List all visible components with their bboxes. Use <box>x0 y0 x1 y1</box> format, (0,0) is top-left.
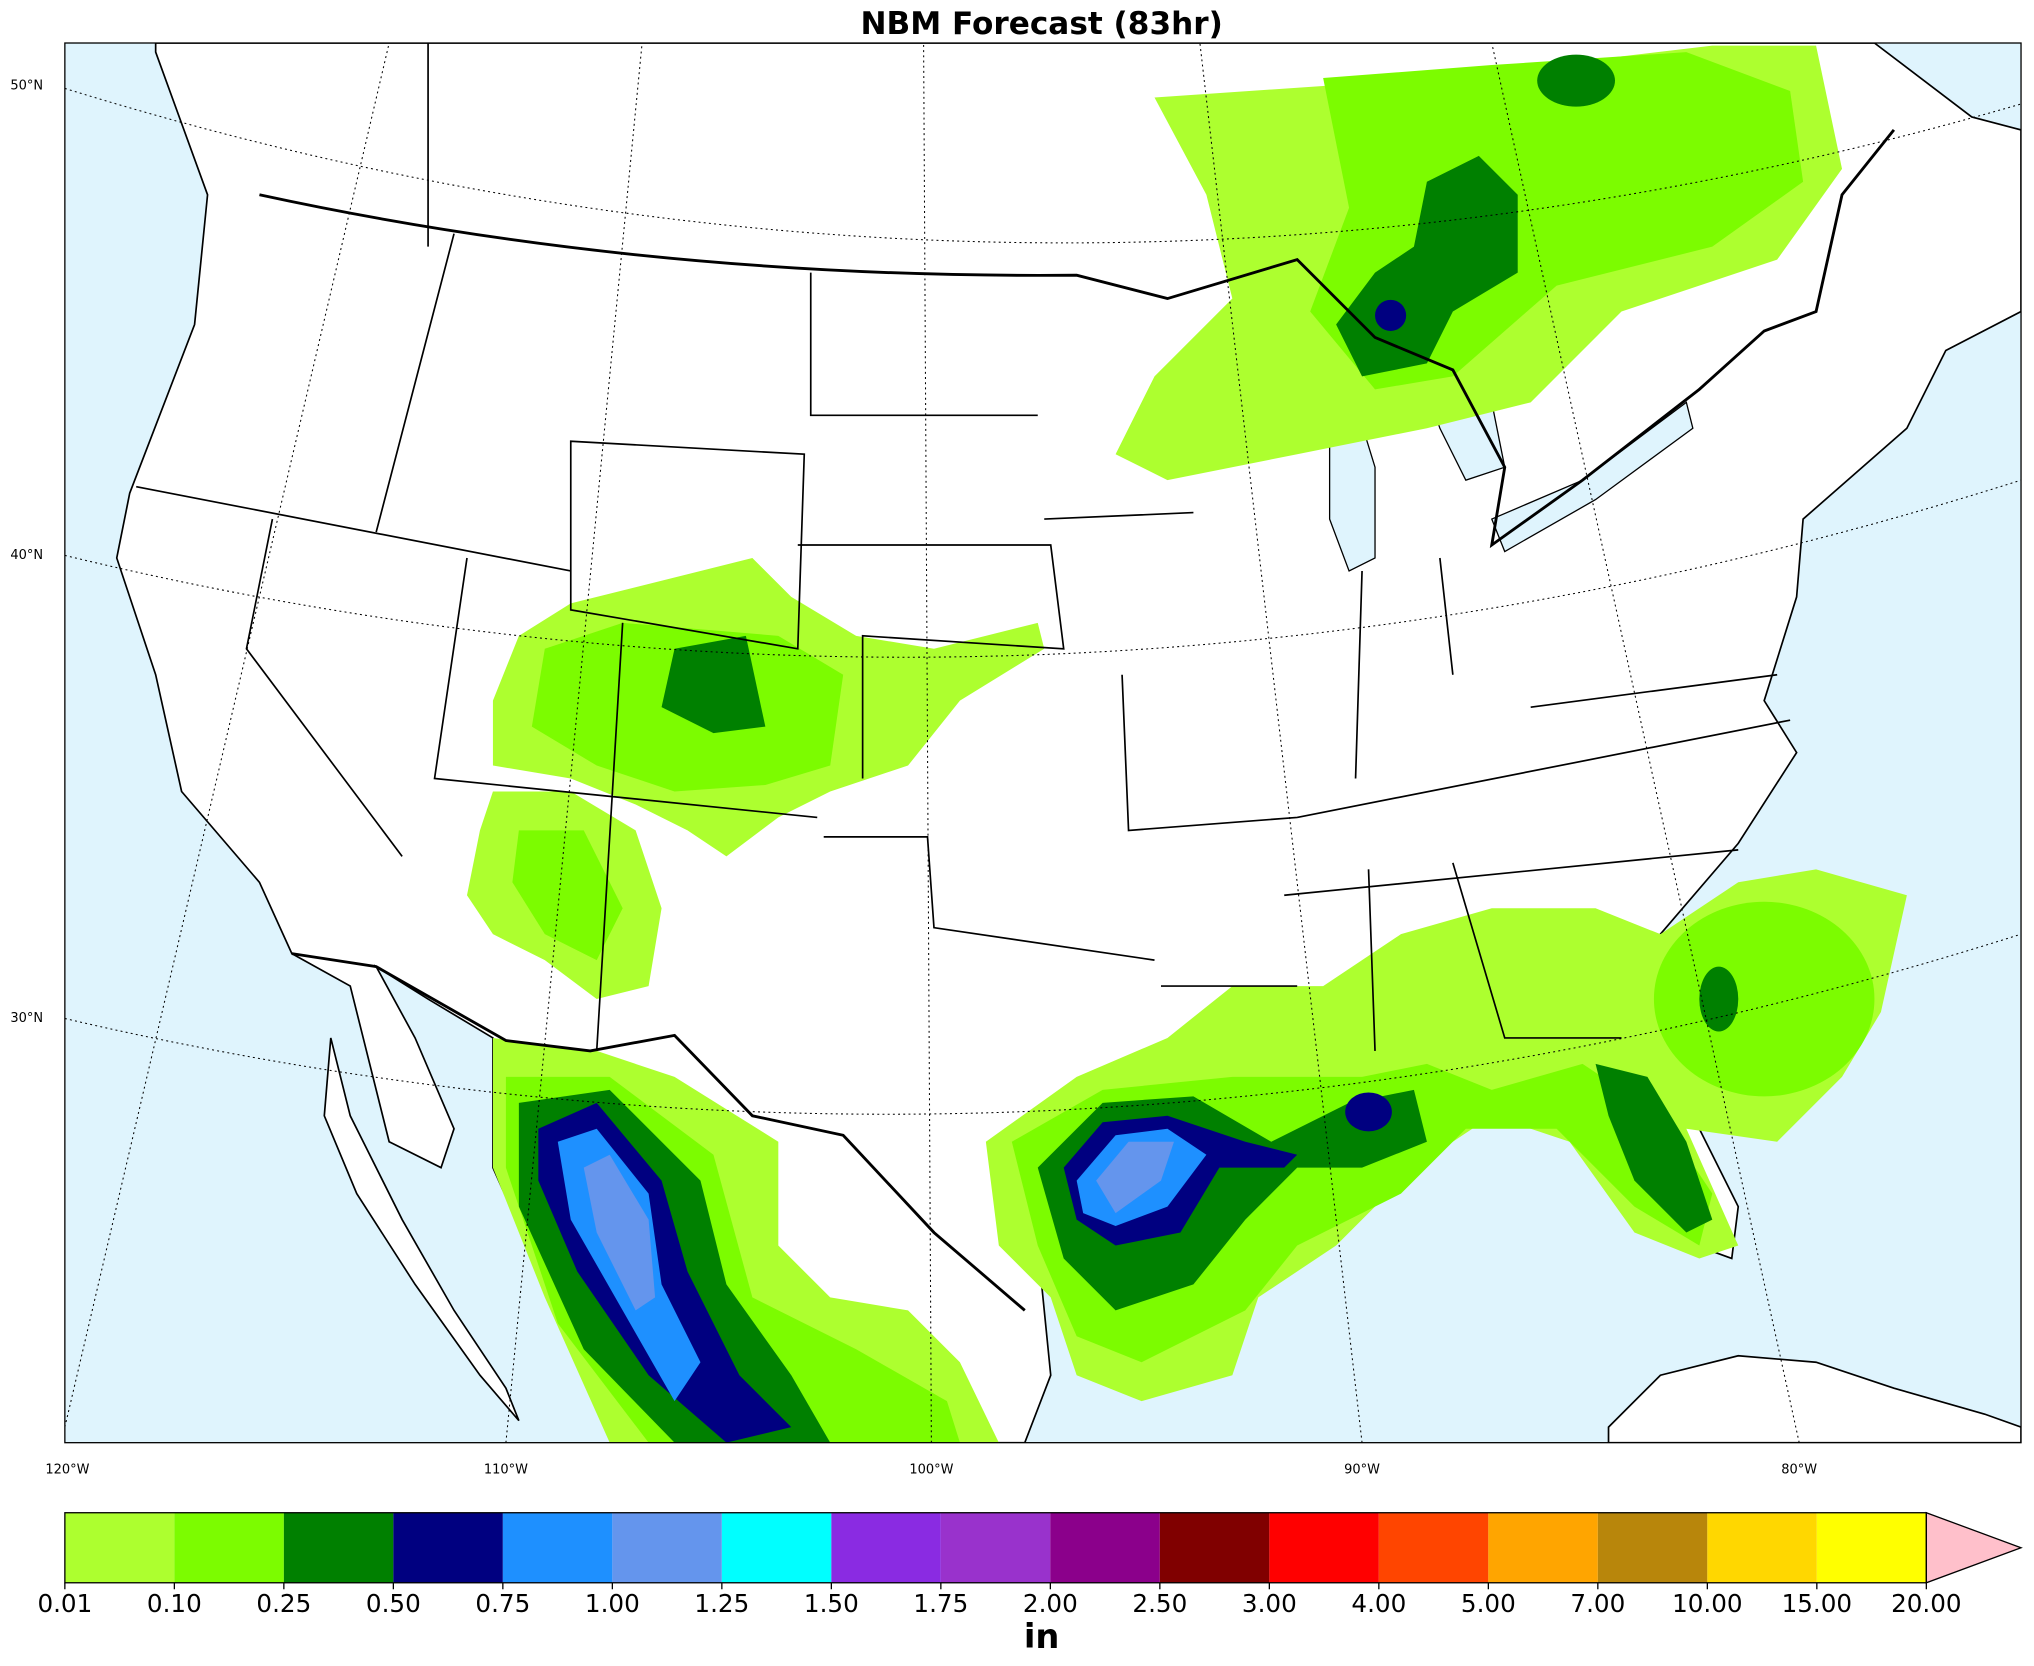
lon-label: 110°W <box>484 1462 528 1477</box>
colorbar-swatch <box>1597 1512 1708 1583</box>
colorbar-swatch <box>64 1512 175 1583</box>
colorbar-label: 3.00 <box>1242 1589 1297 1618</box>
colorbar-swatch <box>174 1512 284 1583</box>
precip-area <box>661 635 766 734</box>
colorbar-swatch <box>1269 1512 1379 1583</box>
graticule <box>64 43 2022 1443</box>
title: NBM Forecast (83hr) <box>860 6 1222 42</box>
cuba <box>1607 1354 2022 1443</box>
precip-area <box>1096 1141 1174 1214</box>
baja-peninsula <box>323 1037 520 1422</box>
colorbar-label: 7.00 <box>1570 1589 1625 1618</box>
lat-label: 40°N <box>10 548 43 563</box>
colorbar-swatch <box>283 1512 394 1583</box>
colorbar-label: 5.00 <box>1461 1589 1516 1618</box>
colorbar: 0.01 0.10 0.25 0.50 0.75 1.00 1.25 1.50 1.75 2.00… <box>37 1511 2023 1618</box>
colorbar-swatch <box>1488 1512 1598 1583</box>
graticule-labels: 50°N 40°N 30°N 120°W 110°W 100°W 90°W 80… <box>10 78 1817 1477</box>
colorbar-swatch <box>1378 1512 1489 1583</box>
lon-label: 120°W <box>45 1462 89 1477</box>
map-frame <box>64 42 2022 1444</box>
colorbar-swatch <box>1050 1512 1160 1583</box>
lon-label: 90°W <box>1344 1462 1380 1477</box>
colorbar-label: 20.00 <box>1891 1589 1961 1618</box>
colorbar-swatch <box>831 1512 941 1583</box>
colorbar-swatch <box>393 1512 503 1583</box>
lon-label: 100°W <box>909 1462 953 1477</box>
precip-area <box>1345 1092 1392 1132</box>
colorbar-extension <box>1925 1511 2023 1584</box>
colorbar-label: 1.25 <box>694 1589 749 1618</box>
colorbar-swatch <box>1707 1512 1817 1583</box>
colorbar-swatch <box>940 1512 1051 1583</box>
lat-label: 30°N <box>10 1011 43 1026</box>
precip-area <box>1537 54 1616 107</box>
lat-label: 50°N <box>10 78 43 93</box>
precipitation-areas <box>466 45 1907 1443</box>
colorbar-label: 2.50 <box>1132 1589 1187 1618</box>
colorbar-swatch <box>1816 1512 1927 1583</box>
colorbar-label: 10.00 <box>1672 1589 1742 1618</box>
colorbar-label: 4.00 <box>1351 1589 1406 1618</box>
colorbar-label: 0.75 <box>475 1589 530 1618</box>
colorbar-label: 1.00 <box>585 1589 640 1618</box>
precip-area <box>512 830 623 961</box>
precip-area <box>1375 299 1407 331</box>
colorbar-label: 0.50 <box>366 1589 421 1618</box>
colorbar-label: 0.25 <box>256 1589 311 1618</box>
colorbar-label: 15.00 <box>1782 1589 1852 1618</box>
precip-area <box>583 1154 656 1311</box>
colorbar-unit: in <box>1024 1617 1060 1656</box>
colorbar-outline <box>64 1512 1927 1584</box>
colorbar-label: 1.75 <box>913 1589 968 1618</box>
precip-area <box>1653 901 1875 1097</box>
state-lines <box>136 43 1791 1051</box>
colorbar-swatch <box>612 1512 722 1583</box>
colorbar-label: 2.00 <box>1023 1589 1078 1618</box>
map <box>64 43 2022 1443</box>
mexico-border <box>291 952 1026 1312</box>
lon-label: 80°W <box>1781 1462 1817 1477</box>
colorbar-swatch <box>502 1512 613 1583</box>
colorbar-label: 0.10 <box>147 1589 202 1618</box>
colorbar-label: 1.50 <box>804 1589 859 1618</box>
precip-area <box>1699 966 1739 1032</box>
colorbar-label: 0.01 <box>37 1589 92 1618</box>
canada-border <box>259 129 1896 549</box>
colorbar-swatch <box>721 1512 832 1583</box>
precip-area <box>1595 1063 1713 1233</box>
colorbar-swatch <box>1159 1512 1270 1583</box>
